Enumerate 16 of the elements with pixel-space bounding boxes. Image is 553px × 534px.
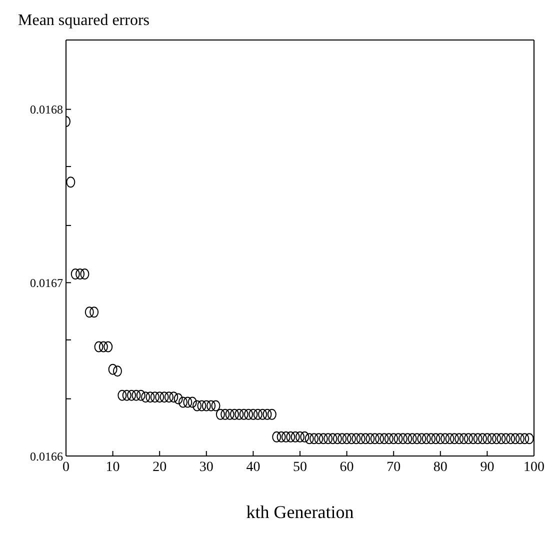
x-tick-label: 60 bbox=[340, 460, 354, 475]
y-tick-label: 0.0167 bbox=[30, 276, 63, 290]
x-tick-label: 10 bbox=[106, 460, 120, 475]
x-tick-label: 90 bbox=[480, 460, 494, 475]
x-tick-label: 40 bbox=[246, 460, 260, 475]
x-tick-label: 70 bbox=[386, 460, 401, 475]
x-tick-label: 20 bbox=[152, 460, 167, 475]
x-tick-label: 50 bbox=[293, 460, 307, 475]
x-tick-label: 80 bbox=[433, 460, 448, 475]
y-tick-label: 0.0168 bbox=[30, 102, 63, 117]
x-tick-label: 100 bbox=[524, 460, 544, 475]
x-axis-title: kth Generation bbox=[246, 502, 354, 522]
x-tick-label: 0 bbox=[62, 460, 70, 475]
chart-title: Mean squared errors bbox=[18, 12, 150, 30]
y-tick-label: 0.0166 bbox=[30, 449, 63, 464]
x-tick-label: 30 bbox=[199, 460, 214, 475]
